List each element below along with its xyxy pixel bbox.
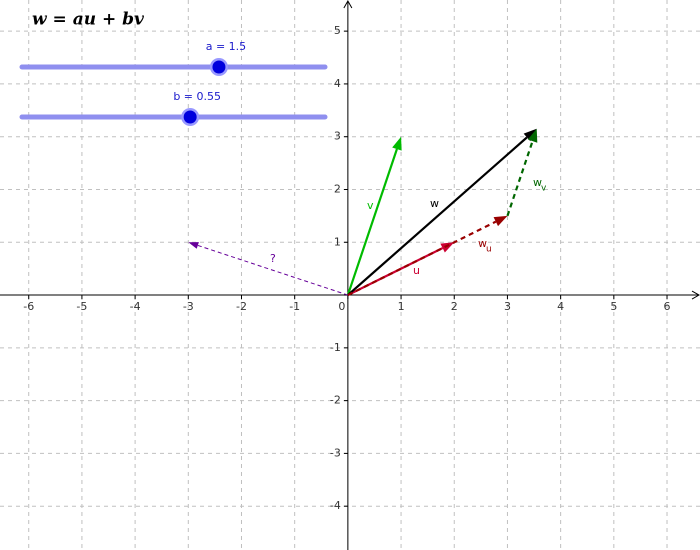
slider-knob[interactable] — [183, 110, 197, 124]
title: w = au + bv — [32, 10, 145, 30]
x-tick-label: 3 — [504, 300, 511, 313]
x-tick-label: 6 — [664, 300, 671, 313]
y-tick-label: 1 — [334, 235, 341, 248]
x-tick-label: 0 — [338, 300, 345, 313]
slider-label: b = 0.55 — [173, 90, 221, 103]
vector — [347, 220, 497, 297]
y-tick-label: 3 — [334, 130, 341, 143]
y-tick-label: -2 — [330, 394, 341, 407]
x-tick-label: 1 — [398, 300, 405, 313]
x-axis-arrow — [691, 290, 700, 300]
x-tick-label: 5 — [610, 300, 617, 313]
y-tick-label: -1 — [330, 341, 341, 354]
x-tick-label: -4 — [130, 300, 141, 313]
slider-knob[interactable] — [212, 60, 226, 74]
vector — [347, 136, 528, 296]
y-tick-label: -4 — [330, 499, 341, 512]
vector — [197, 244, 349, 296]
vector-head — [523, 128, 537, 142]
vector — [506, 140, 534, 217]
vector — [346, 148, 398, 296]
slider[interactable]: b = 0.55 — [19, 90, 328, 126]
vector-head — [392, 136, 402, 151]
y-tick-label: -3 — [330, 446, 341, 459]
vector — [347, 247, 444, 297]
slider-label: a = 1.5 — [206, 40, 246, 53]
x-tick-label: -6 — [23, 300, 34, 313]
x-tick-label: -2 — [236, 300, 247, 313]
vector-label-subscript: v — [541, 184, 547, 194]
x-tick-label: -1 — [289, 300, 300, 313]
x-tick-label: 2 — [451, 300, 458, 313]
vector-head — [527, 128, 538, 143]
vector-label: w — [533, 176, 542, 189]
vector-label: u — [413, 264, 420, 277]
y-axis-arrow — [343, 0, 353, 9]
vector-head — [493, 215, 508, 227]
vector-label: ? — [270, 252, 276, 265]
vector-head — [440, 242, 455, 253]
vector-label: v — [367, 199, 374, 212]
slider[interactable]: a = 1.5 — [19, 40, 328, 76]
vector-label: w — [478, 237, 487, 250]
vector-head — [188, 242, 199, 249]
x-tick-label: -5 — [76, 300, 87, 313]
y-tick-label: 4 — [334, 77, 341, 90]
y-tick-label: 5 — [334, 24, 341, 37]
x-tick-label: 4 — [557, 300, 564, 313]
vector-label-subscript: u — [486, 245, 492, 255]
y-tick-label: 2 — [334, 182, 341, 195]
vector-label: w — [430, 197, 439, 210]
x-tick-label: -3 — [183, 300, 194, 313]
